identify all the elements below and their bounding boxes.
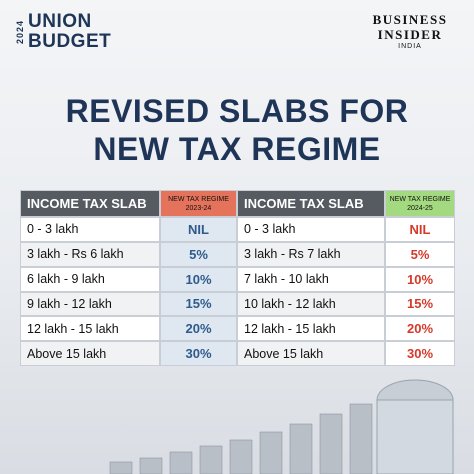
brand-logo: BUSINESS INSIDER INDIA bbox=[360, 12, 460, 52]
slab-cell: Above 15 lakh bbox=[20, 341, 160, 366]
title-line: NEW TAX REGIME bbox=[93, 131, 381, 167]
header-line: 2024-25 bbox=[407, 204, 433, 212]
slab-cell: 0 - 3 lakh bbox=[237, 217, 385, 242]
slab-cell: 3 lakh - Rs 6 lakh bbox=[20, 241, 160, 267]
rate-cell: 30% bbox=[160, 341, 237, 366]
slab-cell: 3 lakh - Rs 7 lakh bbox=[237, 241, 385, 267]
rate-cell: 15% bbox=[160, 291, 237, 317]
logo-line: UNION bbox=[28, 11, 92, 32]
rate-cell: 20% bbox=[385, 316, 455, 342]
title: REVISED SLABS FOR NEW TAX REGIME bbox=[0, 92, 474, 168]
brand-line: BUSINESS bbox=[372, 12, 448, 27]
brand-line: INSIDER bbox=[377, 27, 443, 42]
rate-cell: 10% bbox=[160, 266, 237, 292]
rate-cell: 5% bbox=[385, 241, 455, 267]
tables: INCOME TAX SLAB NEW TAX REGIME 2023-24 0 - … bbox=[20, 190, 455, 366]
slab-cell: 7 lakh - 10 lakh bbox=[237, 266, 385, 292]
column-header: INCOME TAX SLAB bbox=[20, 190, 160, 217]
slab-cell: 6 lakh - 9 lakh bbox=[20, 266, 160, 292]
column-header: INCOME TAX SLAB bbox=[237, 190, 385, 217]
header-line: NEW TAX REGIME bbox=[168, 195, 229, 203]
column-header: NEW TAX REGIME 2023-24 bbox=[160, 190, 237, 217]
coin-jar-body bbox=[376, 399, 454, 474]
logo-line: BUDGET bbox=[28, 31, 112, 52]
column-header: NEW TAX REGIME 2024-25 bbox=[385, 190, 455, 217]
brand-line: INDIA bbox=[398, 43, 422, 50]
title-line: REVISED SLABS FOR bbox=[65, 93, 409, 129]
slab-cell: 9 lakh - 12 lakh bbox=[20, 291, 160, 317]
slab-cell: 10 lakh - 12 lakh bbox=[237, 291, 385, 317]
tax-table: INCOME TAX SLAB NEW TAX REGIME 2023-24 0 - … bbox=[20, 190, 237, 366]
rate-cell: 5% bbox=[160, 241, 237, 267]
rate-cell: NIL bbox=[160, 217, 237, 242]
logo-year: 2024 bbox=[15, 19, 25, 45]
rate-cell: NIL bbox=[385, 217, 455, 242]
slab-cell: Above 15 lakh bbox=[237, 341, 385, 366]
rate-cell: 20% bbox=[160, 316, 237, 342]
tax-table: INCOME TAX SLAB NEW TAX REGIME 2024-25 0 - … bbox=[237, 190, 455, 366]
rate-cell: 15% bbox=[385, 291, 455, 317]
rate-cell: 10% bbox=[385, 266, 455, 292]
slab-cell: 0 - 3 lakh bbox=[20, 217, 160, 242]
header-line: 2023-24 bbox=[185, 204, 212, 212]
header-line: NEW TAX REGIME bbox=[389, 195, 451, 203]
rate-cell: 30% bbox=[385, 341, 455, 366]
slab-cell: 12 lakh - 15 lakh bbox=[237, 316, 385, 342]
slab-cell: 12 lakh - 15 lakh bbox=[20, 316, 160, 342]
